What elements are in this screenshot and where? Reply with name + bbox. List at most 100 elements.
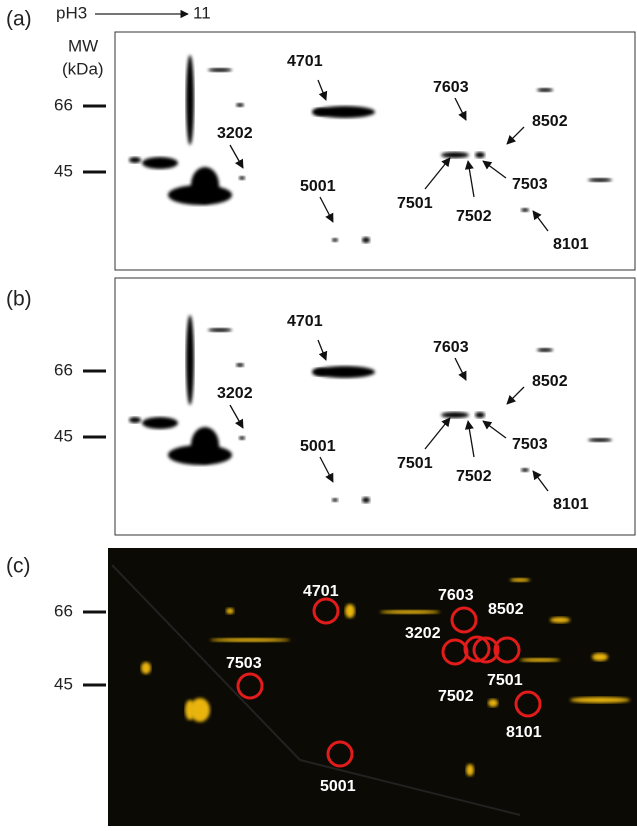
spot-circle [493,636,521,664]
spot-label: 3202 [217,385,253,402]
spot-circle [326,740,354,768]
mw-marker: 66 [54,601,73,620]
gel-spot [129,157,141,163]
mw-marker: 45 [54,674,73,693]
spot-label: 4701 [303,583,339,600]
gel-spot [208,68,232,72]
gel-spot [588,178,612,182]
gel-spot [312,368,328,376]
spot-label: 3202 [405,625,441,642]
mw-marker: 45 [54,426,73,445]
panel-label: (c) [6,555,31,578]
mw-marker: 45 [54,161,73,180]
gel-spot [186,55,194,145]
spot-arrow [506,126,525,145]
spot-label: 7501 [397,195,433,212]
spot-arrow [532,210,549,232]
gel-spot [312,108,328,116]
spot-circle [312,597,340,625]
gel-spot [186,315,194,405]
spot-label: 7603 [438,587,474,604]
mw-marker: 66 [54,360,73,379]
spot-arrow [229,404,244,429]
panel-label: (b) [6,288,32,311]
gel-spot [550,617,570,623]
spot-label: 5001 [300,178,336,195]
gel-spot [362,237,370,243]
spot-label: 4701 [287,313,323,330]
spot-label: 8502 [488,601,524,618]
gel-spot [537,88,553,92]
gel-spot [466,764,474,776]
spot-label: 8101 [553,236,589,253]
gel-spot [345,604,355,618]
spot-circle [450,606,478,634]
spot-label: 8101 [553,496,589,513]
ph-start: pH3 [56,3,87,22]
spot-circle [463,635,491,663]
gel-spot [315,366,375,378]
spot-label: 7501 [397,455,433,472]
gel-frame [114,277,636,536]
panels: (a) 66 45 4701 7603 8502 3202 7501 7503 7502 5001 8… [6,8,637,826]
gel-image [108,548,637,826]
spot-label: 8101 [506,724,542,741]
gel-panel: (b) 66 45 4701 7603 8502 3202 7501 7503 7502 5001 8… [6,277,636,536]
spot-label: 7503 [226,655,262,672]
gel-spot [236,103,244,107]
ph-end: 11 [193,3,211,22]
gel-spot [441,412,469,418]
spot-arrow [464,160,475,198]
gel-spot [521,468,529,472]
gel-spot [332,498,338,502]
gel-spot [129,417,141,423]
gel-spot [141,662,151,674]
gel-spot [475,412,485,418]
spot-label: 7503 [512,436,548,453]
spot-arrow [482,160,507,179]
spot-circle [441,638,469,666]
spot-label: 3202 [217,125,253,142]
gel-spot [510,578,530,582]
spot-label: 5001 [300,438,336,455]
spot-label: 8502 [532,373,568,390]
spot-label: 8502 [532,113,568,130]
gel-spot [588,438,612,442]
gel-spot [475,152,485,158]
spot-arrow [454,97,467,121]
spot-arrow [464,420,475,458]
spot-arrow [319,196,334,223]
spot-circle [236,672,264,700]
gel-spot [239,176,245,180]
spot-arrow [317,339,328,361]
spot-arrow [424,157,451,190]
spot-arrow [506,386,525,405]
gel-spot [488,699,498,707]
spot-arrow [424,417,451,450]
gel-spot [380,610,440,614]
spot-label: 7503 [512,176,548,193]
spot-arrow [532,470,549,492]
spot-label: 5001 [320,778,356,795]
spot-label: 7502 [456,208,492,225]
spot-arrow [482,420,507,439]
gel-spot [315,106,375,118]
spot-label: 7502 [456,468,492,485]
spot-label: 7501 [487,672,523,689]
gel-panel: (a) 66 45 4701 7603 8502 3202 7501 7503 7502 5001 8… [6,8,636,271]
gel-spot [362,497,370,503]
gel-spot [142,417,178,429]
gel-spot [185,700,195,720]
gel-spot [332,238,338,242]
gel-spot [191,167,219,203]
gel-spot [210,638,290,642]
gel-spot [521,208,529,212]
spot-circle [472,636,500,664]
mw-label: MW [68,36,98,55]
gel-spot [239,436,245,440]
gel-spot [520,658,560,662]
mw-marker: 66 [54,95,73,114]
gel-spot [537,348,553,352]
spot-arrow [229,144,244,169]
